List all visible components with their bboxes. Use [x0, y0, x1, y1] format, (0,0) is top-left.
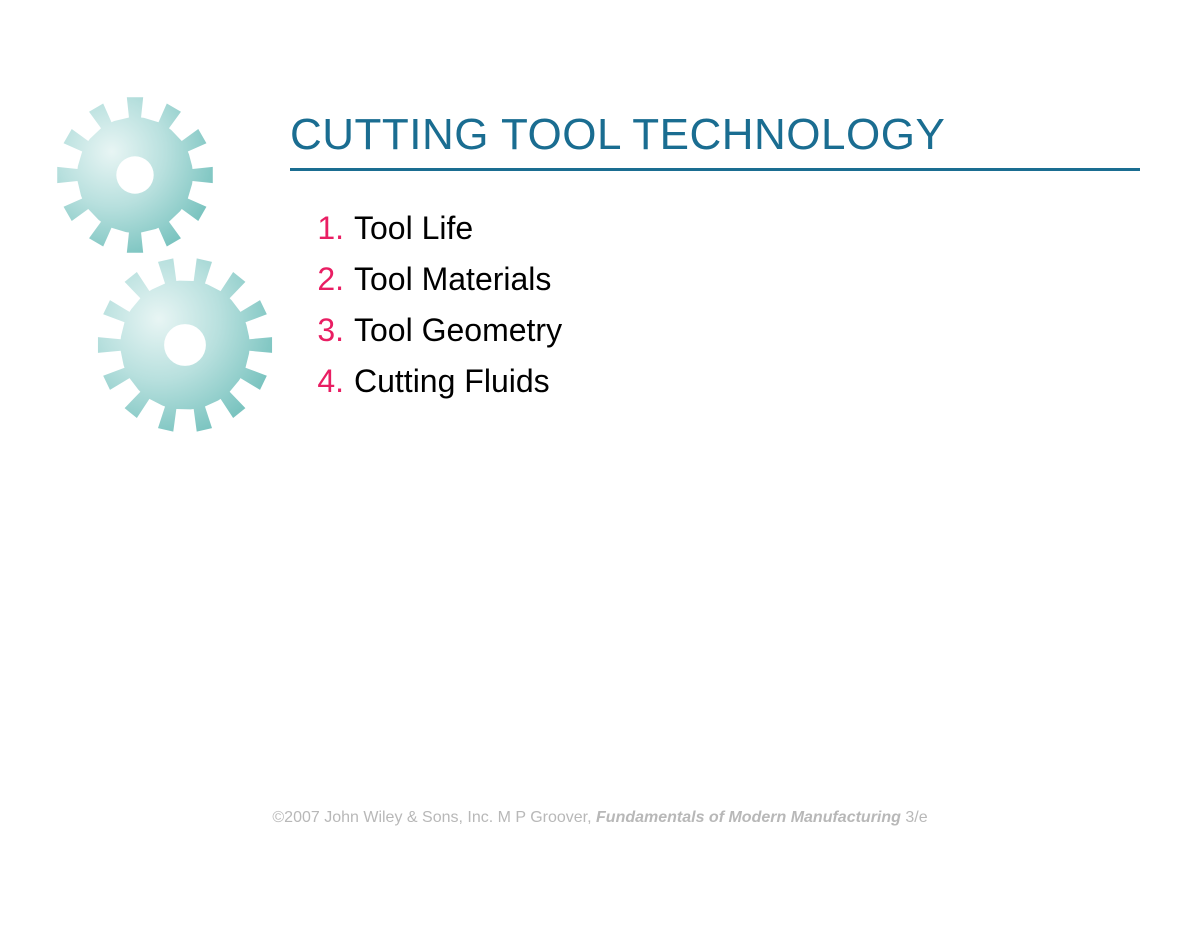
list-text: Tool Life	[354, 210, 473, 247]
list-text: Tool Geometry	[354, 312, 562, 349]
list-item: 3. Tool Geometry	[300, 312, 562, 349]
footer-citation: ©2007 John Wiley & Sons, Inc. M P Groove…	[0, 809, 1200, 827]
footer-suffix: 3/e	[905, 809, 927, 826]
slide-title: CUTTING TOOL TECHNOLOGY	[290, 110, 945, 160]
footer-book-title: Fundamentals of Modern Manufacturing	[596, 809, 905, 826]
list-text: Cutting Fluids	[354, 363, 550, 400]
list-number: 4.	[300, 363, 354, 400]
list-number: 2.	[300, 261, 354, 298]
list-item: 1. Tool Life	[300, 210, 562, 247]
content-list: 1. Tool Life 2. Tool Materials 3. Tool G…	[300, 210, 562, 414]
list-item: 2. Tool Materials	[300, 261, 562, 298]
gear-decoration	[40, 90, 300, 450]
list-number: 1.	[300, 210, 354, 247]
gear-icon-1	[50, 90, 220, 260]
list-number: 3.	[300, 312, 354, 349]
list-text: Tool Materials	[354, 261, 551, 298]
list-item: 4. Cutting Fluids	[300, 363, 562, 400]
gear-icon-2	[90, 250, 280, 440]
footer-prefix: ©2007 John Wiley & Sons, Inc. M P Groove…	[272, 809, 596, 826]
title-underline	[290, 168, 1140, 171]
